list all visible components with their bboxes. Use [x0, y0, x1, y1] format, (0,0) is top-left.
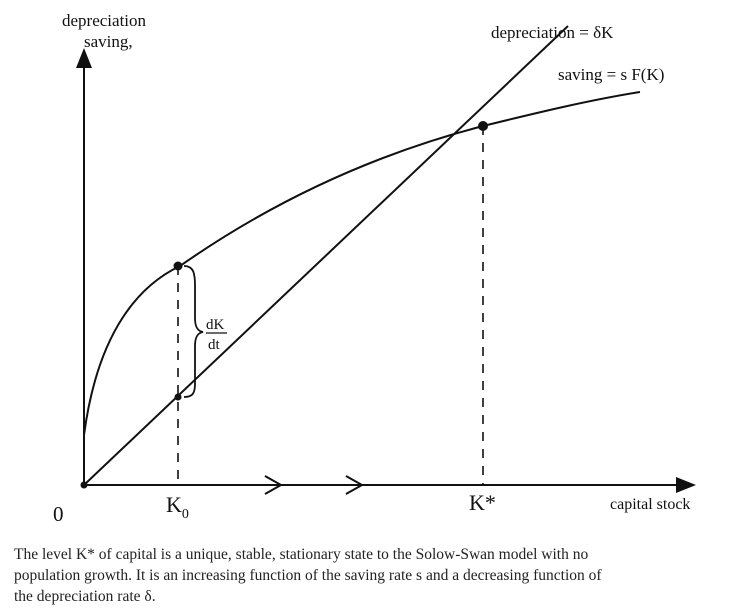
caption-line-3: the depreciation rate δ. — [14, 588, 156, 605]
solow-swan-diagram: depreciation saving, capital stock 0 dep… — [53, 11, 696, 526]
depreciation-at-k0-point — [174, 393, 182, 401]
caption-line-2: population growth. It is an increasing f… — [14, 567, 602, 584]
steady-state-point — [478, 121, 488, 131]
gap-label-denominator: dt — [208, 337, 221, 353]
saving-curve — [83, 91, 641, 436]
convergence-arrow-2 — [345, 475, 365, 495]
gap-label-numerator: dK — [206, 317, 225, 333]
y-axis-label-line1: depreciation — [62, 11, 147, 30]
depreciation-line — [83, 25, 569, 486]
y-axis-label-line2: saving, — [84, 32, 133, 51]
kstar-label: K* — [469, 490, 496, 515]
gap-brace — [183, 265, 204, 398]
convergence-arrow-1 — [264, 475, 284, 495]
x-axis-label: capital stock — [610, 496, 690, 513]
caption-line-1: The level K* of capital is a unique, sta… — [14, 546, 589, 563]
saving-at-k0-point — [173, 261, 183, 271]
origin-label: 0 — [53, 502, 64, 526]
depreciation-label: depreciation = δK — [491, 23, 614, 42]
origin-point — [80, 481, 88, 489]
saving-label: saving = s F(K) — [558, 65, 664, 84]
k0-label-main: K — [166, 492, 182, 517]
k0-label: K0 — [166, 492, 189, 522]
k0-label-subscript: 0 — [182, 507, 189, 522]
figure-caption: The level K* of capital is a unique, sta… — [14, 544, 740, 607]
